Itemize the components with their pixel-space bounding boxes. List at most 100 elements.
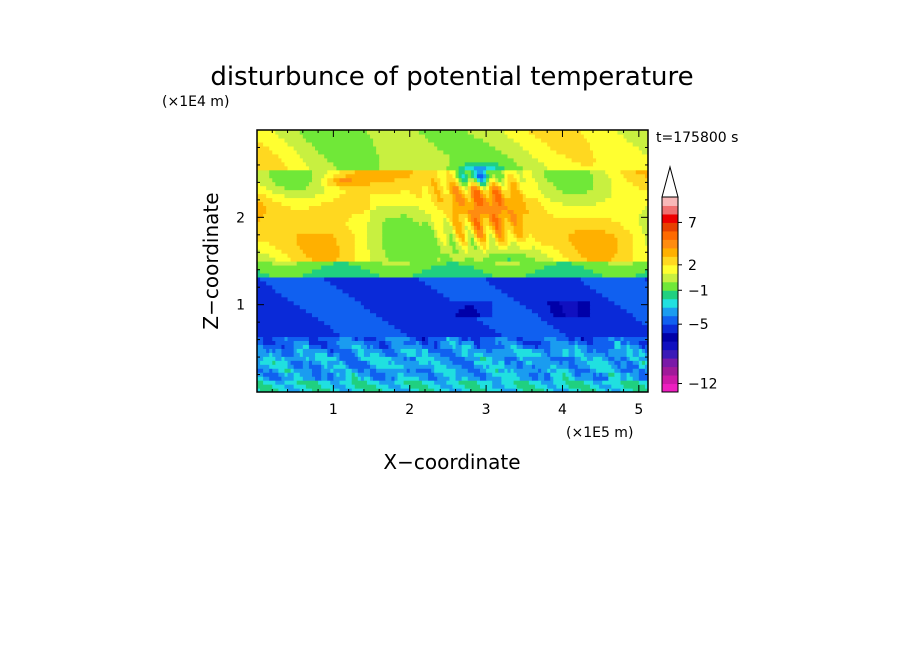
field-cell [586,360,609,365]
field-cell [269,169,313,175]
field-cell [589,145,640,151]
field-cell [458,201,466,207]
field-cell [257,304,301,310]
field-cell [434,177,441,183]
field-cell [495,261,521,266]
field-cell [455,225,463,230]
field-cell [446,213,454,218]
colorbar-extend-triangle [661,165,679,198]
field-cell [559,249,579,254]
field-cell [370,197,432,203]
field-cell [452,384,466,389]
field-cell [483,137,515,143]
field-cell [568,364,579,369]
field-cell [437,185,444,191]
field-cell [574,336,582,341]
field-cell [608,173,625,179]
field-cell [308,205,371,210]
field-cell [522,229,576,234]
field-cell [290,368,295,373]
field-cell [263,336,273,341]
field-cell [538,376,545,381]
field-cell [370,193,417,199]
y-axis: 12 [236,146,648,376]
field-cell [391,356,405,361]
field-cell [556,368,570,373]
field-cell [443,185,447,191]
field-cell [464,257,475,262]
field-cell [614,372,622,377]
field-cell [507,245,521,250]
field-cell [373,376,386,381]
field-cell [504,344,512,349]
field-cell [324,185,341,191]
field-cell [501,332,567,338]
field-cell [428,372,435,377]
field-cell [269,368,273,373]
field-cell [339,193,371,199]
field-cell [318,316,383,322]
field-cell [434,225,444,230]
field-cell [431,368,435,373]
field-cell [293,344,304,349]
field-cell [324,189,347,195]
field-cell [492,356,506,361]
field-cell [528,372,539,377]
field-cell [611,177,628,183]
field-cell [434,380,447,385]
field-cell [483,197,487,203]
field-cell [428,352,441,357]
field-cell [415,336,423,341]
field-cell [446,169,451,175]
field-cell [336,181,371,187]
field-cell [568,360,576,365]
field-cell [483,229,487,234]
field-cell [641,348,646,353]
field-cell [486,241,490,246]
field-cell [305,384,322,389]
field-cell [550,352,564,357]
field-cell [501,380,515,385]
field-cell [257,189,273,195]
field-cell [434,185,438,191]
field-cell [366,233,383,238]
field-cell [501,288,597,294]
field-cell [638,185,648,191]
field-cell [492,185,499,191]
field-cell [321,264,362,270]
field-cell [476,237,481,242]
field-cell [580,372,594,377]
field-cell [531,245,536,250]
field-cell [522,221,622,226]
field-cell [544,264,585,270]
field-cell [257,368,264,373]
colorbar-segment [662,324,678,334]
field-cell [602,380,622,385]
colorbar-segment [662,264,678,274]
field-cell [495,173,506,179]
field-cell [608,336,615,341]
field-cell [452,225,457,230]
field-cell [522,213,554,218]
field-cell [342,288,438,294]
field-cell [586,356,594,361]
field-cell [620,356,628,361]
field-cell [593,372,597,377]
field-cell [257,272,270,278]
field-cell [382,233,435,238]
field-cell [476,229,484,234]
field-cell [504,229,509,234]
field-cell [461,241,469,246]
field-cell [449,189,454,195]
colorbar-segment [662,230,678,240]
field-cell [608,372,615,377]
field-cell [305,308,371,314]
field-cell [321,368,331,373]
field-cell [473,189,481,195]
field-cell [507,241,512,246]
field-cell [421,336,426,341]
field-cell [522,193,527,199]
field-cell [428,360,432,365]
field-cell [421,340,429,345]
field-cell [632,388,648,392]
